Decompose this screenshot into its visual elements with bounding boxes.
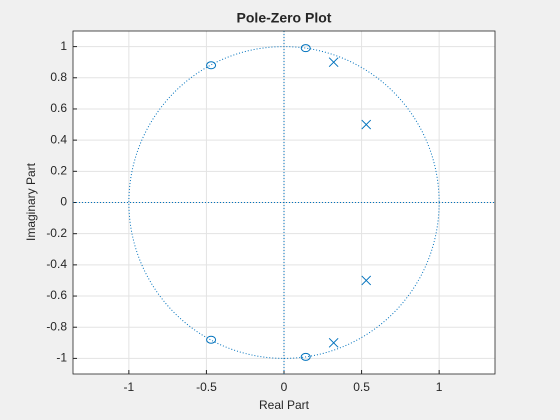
y-tick-label: 0.4 [50,132,67,146]
y-tick-label: 0.6 [50,101,67,115]
y-tick-label: 0 [60,195,67,209]
x-tick-label: 0 [281,380,288,394]
y-tick-label: 0.8 [50,70,67,84]
y-tick-label: -0.6 [46,288,67,302]
x-tick-label: -1 [124,380,135,394]
zero-marker [300,352,311,361]
y-axis-label: Imaginary Part [24,162,38,241]
zero-marker [206,61,217,70]
pole-marker [361,119,372,130]
y-tick-label: -0.8 [46,319,67,333]
x-tick-label: 0.5 [353,380,370,394]
zero-marker [206,335,217,344]
y-tick-label: -1 [56,351,67,365]
chart-title: Pole-Zero Plot [237,10,332,26]
y-tick-label: -0.2 [46,226,67,240]
unit-circle [128,46,440,359]
pole-marker [328,57,339,68]
x-tick-label: 1 [436,380,443,394]
axes-box [72,30,496,375]
y-tick-label: 1 [60,39,67,53]
pole-marker [328,337,339,348]
y-tick-label: -0.4 [46,257,67,271]
pole-marker [361,275,372,286]
y-tick-label: 0.2 [50,163,67,177]
zero-marker [300,44,311,53]
x-tick-label: -0.5 [196,380,217,394]
x-axis-label: Real Part [259,398,310,412]
plot-content: -1 -0.5 0 0.5 1 -1 -0.8 -0.6 -0.4 -0.2 0 0.2 0.4 0.6 0… [46,31,495,394]
